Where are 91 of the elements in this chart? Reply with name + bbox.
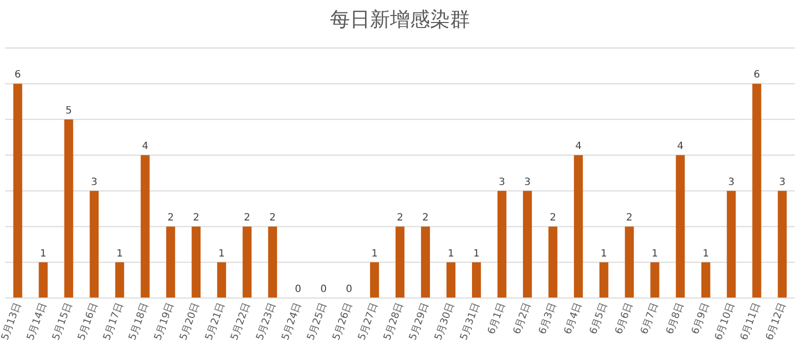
data-label: 2: [422, 212, 429, 224]
bar: [192, 226, 201, 298]
x-tick-label: 6月3日: [537, 301, 559, 336]
data-label: 3: [728, 176, 734, 188]
bar: [268, 226, 278, 298]
bar: [370, 262, 379, 298]
x-tick-label: 5月23日: [254, 301, 278, 342]
bar: [64, 119, 74, 298]
bar: [599, 262, 608, 298]
data-label: 3: [91, 176, 98, 188]
data-label: 1: [371, 248, 378, 260]
x-tick-label: 6月11日: [738, 301, 763, 342]
x-tick-label: 5月16日: [76, 301, 100, 342]
bar: [726, 190, 736, 298]
data-label: 6: [754, 70, 760, 81]
x-tick-label: 5月21日: [204, 301, 228, 342]
data-label: 1: [652, 248, 658, 260]
data-label: 1: [702, 248, 709, 260]
data-label: 3: [779, 176, 786, 188]
data-label: 3: [498, 176, 506, 188]
bar: [446, 262, 456, 298]
x-tick-label: 6月12日: [764, 301, 788, 342]
bar: [522, 190, 532, 298]
x-tick-label: 6月6日: [614, 301, 636, 336]
bar: [38, 262, 48, 298]
x-tick-label: 6月2日: [512, 301, 534, 336]
bar: [90, 190, 99, 298]
bar: [396, 226, 404, 298]
x-tick-label: 5月22日: [229, 301, 253, 342]
x-tick-label: 6月4日: [562, 301, 584, 336]
data-label: 2: [167, 212, 174, 224]
data-label: 1: [116, 248, 123, 260]
x-tick-label: 6月5日: [588, 301, 610, 336]
bar: [650, 262, 660, 298]
bar: [421, 226, 430, 298]
bar: [624, 226, 634, 298]
x-tick-label: 5月29日: [408, 301, 432, 342]
data-label: 0: [346, 284, 352, 295]
data-label: 4: [142, 141, 148, 152]
data-label: 0: [320, 284, 327, 295]
x-tick-label: 6月1日: [486, 301, 508, 336]
data-label: 4: [677, 141, 684, 152]
bar: [166, 226, 176, 298]
x-tick-label: 5月15日: [50, 301, 75, 342]
data-label: 1: [218, 248, 225, 260]
x-tick-label: 5月24日: [280, 301, 304, 342]
x-tick-label: 5月30日: [433, 301, 457, 342]
data-label: 6: [14, 70, 21, 81]
data-label: 2: [192, 212, 200, 224]
bar: [676, 155, 685, 298]
x-tick-label: 5月13日: [0, 301, 24, 342]
bar: [497, 190, 506, 298]
bar: [217, 262, 226, 298]
data-label: 1: [40, 248, 46, 260]
bar: [701, 262, 710, 298]
x-tick-label: 5月31日: [458, 301, 482, 342]
x-tick-label: 6月10日: [713, 301, 738, 342]
x-tick-label: 6月7日: [639, 301, 661, 336]
x-tick-label: 5月28日: [382, 301, 406, 342]
x-tick-label: 5月25日: [306, 301, 330, 342]
data-label: 1: [448, 248, 454, 260]
data-label: 2: [269, 212, 276, 224]
x-tick-label: 5月19日: [152, 301, 176, 342]
data-label: 1: [473, 248, 480, 260]
bar: [115, 262, 124, 298]
x-tick-label: 5月26日: [331, 301, 355, 342]
data-label: 2: [396, 212, 404, 224]
bar: [752, 84, 762, 298]
data-label: 4: [575, 141, 582, 152]
bar: [574, 155, 583, 298]
bar: [242, 226, 252, 298]
data-label: 3: [524, 176, 531, 188]
chart-title: 每日新增感染群: [330, 7, 470, 31]
data-label: 5: [66, 105, 72, 116]
bar: [778, 190, 787, 298]
data-label: 1: [600, 248, 608, 260]
bar: [472, 262, 481, 298]
x-tick-label: 6月8日: [664, 301, 686, 336]
x-tick-label: 5月20日: [178, 301, 202, 342]
x-tick-label: 5月18日: [127, 301, 151, 342]
bar: [13, 84, 22, 298]
data-label: 2: [550, 212, 556, 224]
data-label: 0: [294, 284, 302, 295]
data-label: 2: [244, 212, 250, 224]
bar: [140, 155, 150, 298]
x-tick-label: 6月9日: [690, 301, 712, 336]
x-tick-label: 5月27日: [356, 301, 380, 342]
x-tick-label: 5月17日: [102, 301, 126, 342]
x-tick-label: 5月14日: [25, 301, 50, 342]
data-label: 2: [626, 212, 633, 224]
bar: [548, 226, 558, 298]
